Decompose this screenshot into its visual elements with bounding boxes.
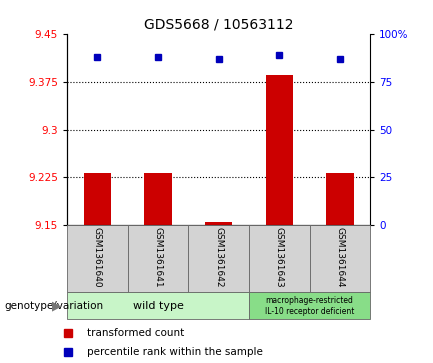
Bar bbox=[249, 225, 310, 292]
Bar bbox=[205, 222, 232, 225]
Text: transformed count: transformed count bbox=[87, 327, 184, 338]
Bar bbox=[67, 225, 128, 292]
Bar bbox=[249, 292, 370, 319]
Text: genotype/variation: genotype/variation bbox=[4, 301, 103, 311]
Bar bbox=[67, 292, 249, 319]
Bar bbox=[128, 225, 188, 292]
Text: percentile rank within the sample: percentile rank within the sample bbox=[87, 347, 263, 357]
Bar bbox=[84, 173, 111, 225]
Text: macrophage-restricted
IL-10 receptor deficient: macrophage-restricted IL-10 receptor def… bbox=[265, 296, 354, 316]
Text: GSM1361642: GSM1361642 bbox=[214, 227, 223, 287]
Text: GSM1361644: GSM1361644 bbox=[336, 227, 344, 287]
Bar bbox=[188, 225, 249, 292]
Text: wild type: wild type bbox=[132, 301, 184, 311]
Text: GSM1361640: GSM1361640 bbox=[93, 227, 102, 288]
Bar bbox=[326, 173, 353, 225]
Text: GSM1361643: GSM1361643 bbox=[275, 227, 284, 288]
Title: GDS5668 / 10563112: GDS5668 / 10563112 bbox=[144, 18, 294, 32]
Bar bbox=[310, 225, 370, 292]
Bar bbox=[144, 173, 171, 225]
Bar bbox=[265, 74, 293, 225]
Text: GSM1361641: GSM1361641 bbox=[154, 227, 162, 288]
Text: ▶: ▶ bbox=[52, 299, 61, 312]
